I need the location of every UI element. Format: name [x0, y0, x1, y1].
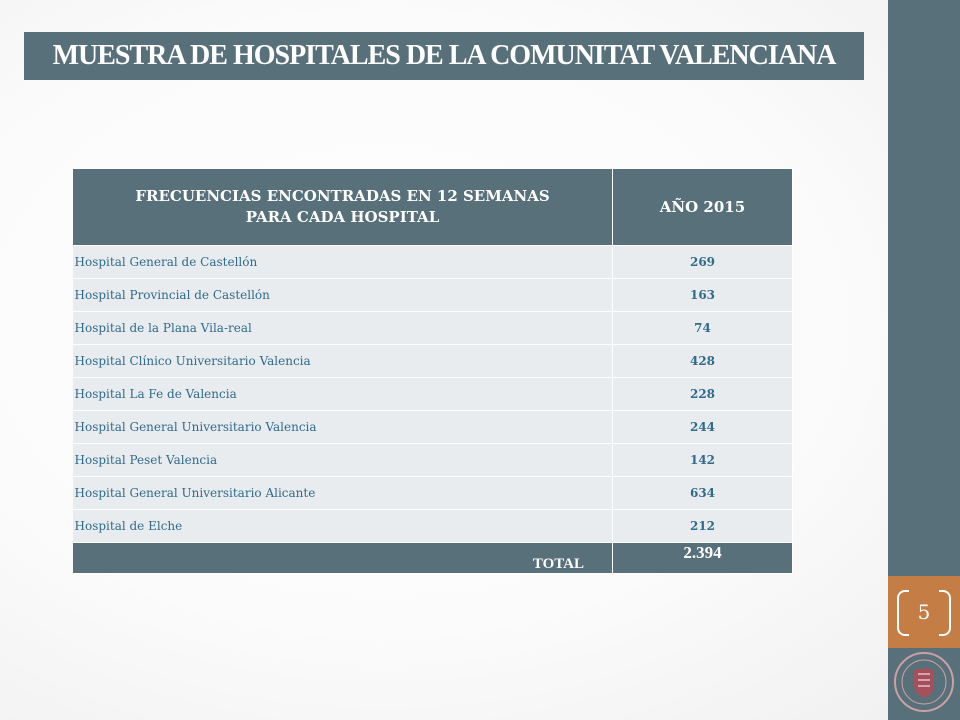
frequency-value: 269 — [612, 245, 793, 279]
hospital-name: Hospital Provincial de Castellón — [72, 278, 613, 312]
hospital-name: Hospital de Elche — [72, 509, 613, 543]
table-row: Hospital Peset Valencia 142 — [72, 443, 793, 477]
hospital-frequency-table: FRECUENCIAS ENCONTRADAS EN 12 SEMANAS PA… — [72, 168, 793, 574]
hospital-name: Hospital General de Castellón — [72, 245, 613, 279]
table-row: Hospital La Fe de Valencia 228 — [72, 377, 793, 411]
hospital-name: Hospital La Fe de Valencia — [72, 377, 613, 411]
frequency-value: 228 — [612, 377, 793, 411]
frequency-value: 74 — [612, 311, 793, 345]
table-row: Hospital Provincial de Castellón 163 — [72, 278, 793, 312]
header-hospital-frequencies: FRECUENCIAS ENCONTRADAS EN 12 SEMANAS PA… — [72, 168, 613, 246]
total-value: 2.394 — [612, 542, 793, 574]
university-seal-icon — [894, 652, 954, 712]
frequency-value: 212 — [612, 509, 793, 543]
page-number-box: 5 — [897, 590, 951, 636]
hospital-name: Hospital Clínico Universitario Valencia — [72, 344, 613, 378]
title-bar: MUESTRA DE HOSPITALES DE LA COMUNITAT VA… — [24, 32, 864, 80]
slide-title: MUESTRA DE HOSPITALES DE LA COMUNITAT VA… — [52, 40, 837, 71]
total-label: TOTAL — [72, 542, 613, 574]
header-line-2: PARA CADA HOSPITAL — [245, 208, 440, 226]
total-row: TOTAL 2.394 — [72, 542, 793, 574]
hospital-name: Hospital General Universitario Alicante — [72, 476, 613, 510]
frequency-value: 163 — [612, 278, 793, 312]
table-row: Hospital de Elche 212 — [72, 509, 793, 543]
table-row: Hospital de la Plana Vila-real 74 — [72, 311, 793, 345]
hospital-name: Hospital de la Plana Vila-real — [72, 311, 613, 345]
table-row: Hospital Clínico Universitario Valencia … — [72, 344, 793, 378]
frequency-value: 428 — [612, 344, 793, 378]
table-row: Hospital General de Castellón 269 — [72, 245, 793, 279]
page-number: 5 — [917, 600, 931, 624]
frequency-value: 142 — [612, 443, 793, 477]
hospital-name: Hospital Peset Valencia — [72, 443, 613, 477]
header-year: AÑO 2015 — [612, 168, 793, 246]
table-row: Hospital General Universitario Valencia … — [72, 410, 793, 444]
hospital-name: Hospital General Universitario Valencia — [72, 410, 613, 444]
table-header-row: FRECUENCIAS ENCONTRADAS EN 12 SEMANAS PA… — [72, 168, 793, 246]
frequency-value: 244 — [612, 410, 793, 444]
table-row: Hospital General Universitario Alicante … — [72, 476, 793, 510]
frequency-value: 634 — [612, 476, 793, 510]
header-line-1: FRECUENCIAS ENCONTRADAS EN 12 SEMANAS — [135, 187, 550, 205]
page-number-panel — [888, 576, 960, 648]
